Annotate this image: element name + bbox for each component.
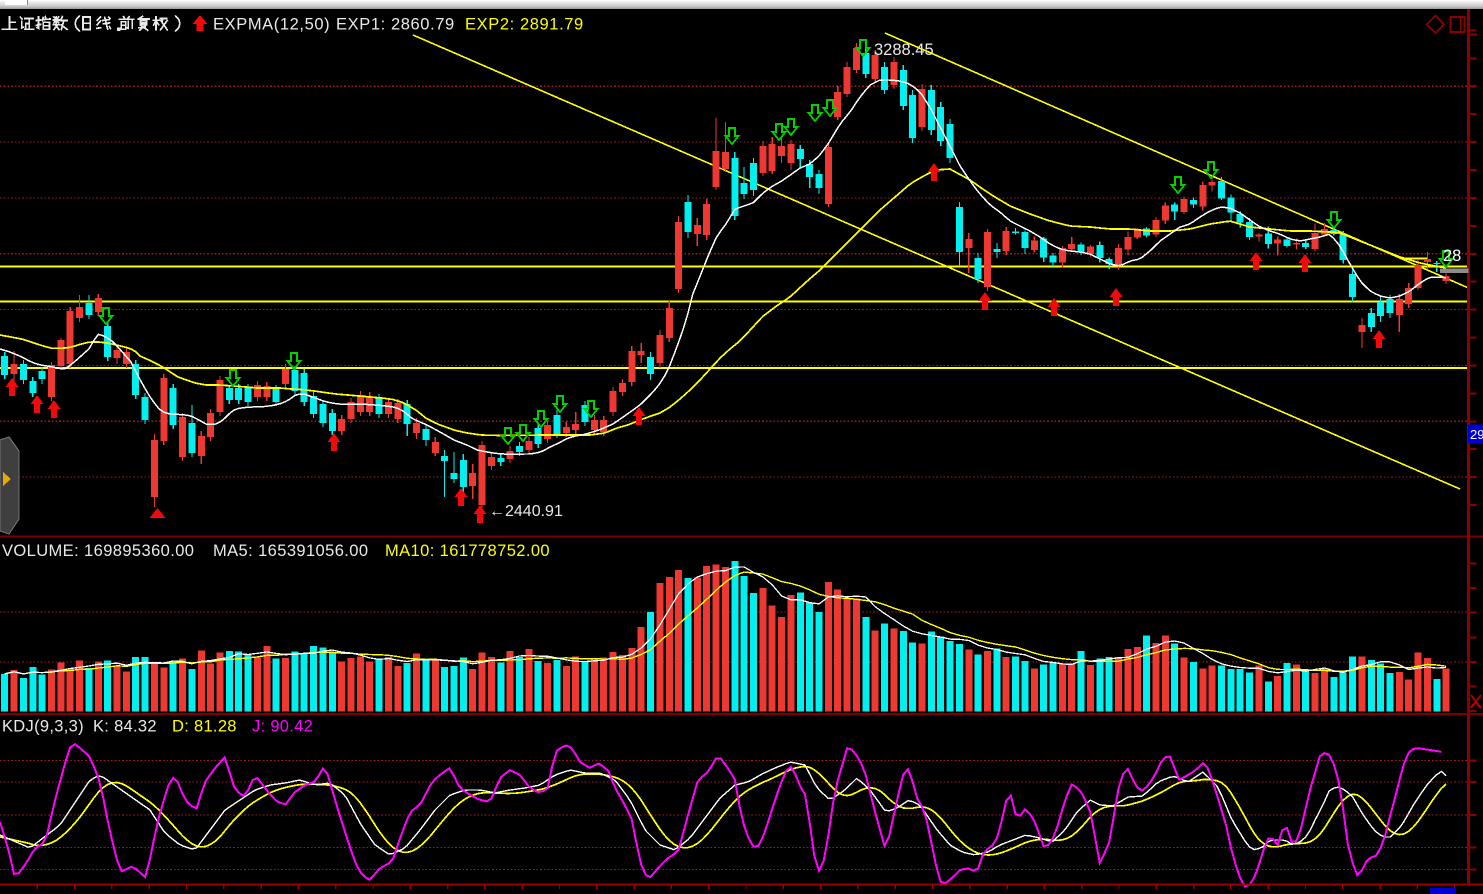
svg-text:KDJ(9,3,3): KDJ(9,3,3) <box>2 718 84 736</box>
svg-text:EXPMA(12,50): EXPMA(12,50) <box>213 16 330 34</box>
svg-text:28: 28 <box>1443 247 1461 265</box>
svg-text:D: 81.28: D: 81.28 <box>172 718 237 736</box>
svg-text:J: 90.42: J: 90.42 <box>252 718 313 736</box>
svg-text:EXP2: 2891.79: EXP2: 2891.79 <box>465 16 584 34</box>
svg-text:K: 84.32: K: 84.32 <box>93 718 157 736</box>
svg-text:MA5: 165391056.00: MA5: 165391056.00 <box>213 542 368 560</box>
svg-text:3288.45: 3288.45 <box>874 41 934 59</box>
svg-text:←2440.91: ←2440.91 <box>489 503 563 520</box>
svg-text:VOLUME: 169895360.00: VOLUME: 169895360.00 <box>2 542 194 560</box>
svg-text:29: 29 <box>1470 427 1483 442</box>
svg-text:MA10: 161778752.00: MA10: 161778752.00 <box>385 542 550 560</box>
svg-text:EXP1: 2860.79: EXP1: 2860.79 <box>336 16 455 34</box>
